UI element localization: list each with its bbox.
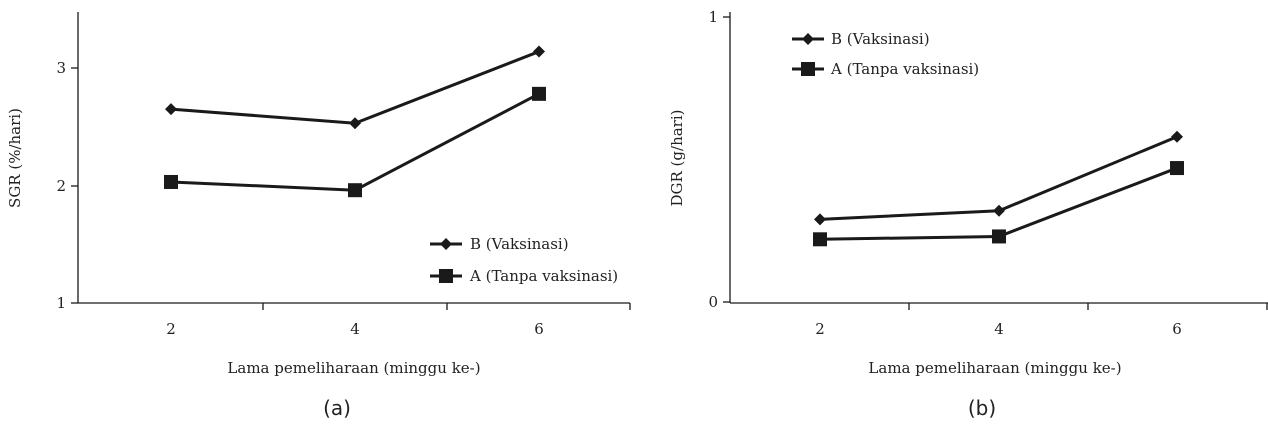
data-point-square xyxy=(813,232,827,247)
data-point-diamond xyxy=(1171,130,1183,143)
data-point-square xyxy=(1170,161,1184,176)
x-tick-label: 2 xyxy=(166,320,176,338)
x-tick-label: 2 xyxy=(815,320,825,338)
x-tick-label: 4 xyxy=(994,320,1004,338)
y-axis-title: DGR (g/hari) xyxy=(668,109,686,206)
y-tick-label: 2 xyxy=(56,177,66,195)
chart-panel-a: 1 2 3 2 4 6 SGR (%/hari) Lama pemeliharaan (min… xyxy=(6,12,631,420)
legend-marker-diamond xyxy=(802,33,814,45)
panel-label: (b) xyxy=(968,396,996,420)
legend-label: A (Tanpa vaksinasi) xyxy=(469,267,618,285)
x-axis-title: Lama pemeliharaan (minggu ke-) xyxy=(868,359,1121,377)
panel-label: (a) xyxy=(323,396,351,420)
y-tick-label: 1 xyxy=(56,294,66,312)
y-tick-label: 0 xyxy=(708,293,718,311)
chart-panel-b: 0 1 2 4 6 DGR (g/hari) Lama pemeliharaan (ming… xyxy=(668,8,1268,420)
x-tick-label: 4 xyxy=(350,320,360,338)
y-tick-label: 1 xyxy=(708,8,718,26)
legend-marker-square xyxy=(439,269,453,283)
x-tick-label: 6 xyxy=(534,320,544,338)
data-point-square xyxy=(164,174,178,189)
legend-label: B (Vaksinasi) xyxy=(470,235,569,253)
y-tick-label: 3 xyxy=(56,59,66,77)
legend-label: A (Tanpa vaksinasi) xyxy=(830,60,979,78)
data-point-square xyxy=(532,86,546,101)
legend-label: B (Vaksinasi) xyxy=(831,30,930,48)
series-line-square xyxy=(170,92,540,192)
x-axis-title: Lama pemeliharaan (minggu ke-) xyxy=(227,359,480,377)
data-point-diamond xyxy=(349,117,361,130)
legend-marker-square xyxy=(801,62,815,76)
series-line-diamond xyxy=(170,50,540,125)
data-point-diamond xyxy=(993,204,1005,217)
x-tick-label: 6 xyxy=(1172,320,1182,338)
series-line-square xyxy=(819,166,1178,241)
data-point-square xyxy=(992,229,1006,244)
data-point-diamond xyxy=(814,213,826,226)
data-point-diamond xyxy=(165,103,177,116)
data-point-square xyxy=(348,183,362,198)
legend-marker-diamond xyxy=(440,238,452,250)
data-point-diamond xyxy=(533,45,545,58)
y-axis-title: SGR (%/hari) xyxy=(6,108,24,208)
